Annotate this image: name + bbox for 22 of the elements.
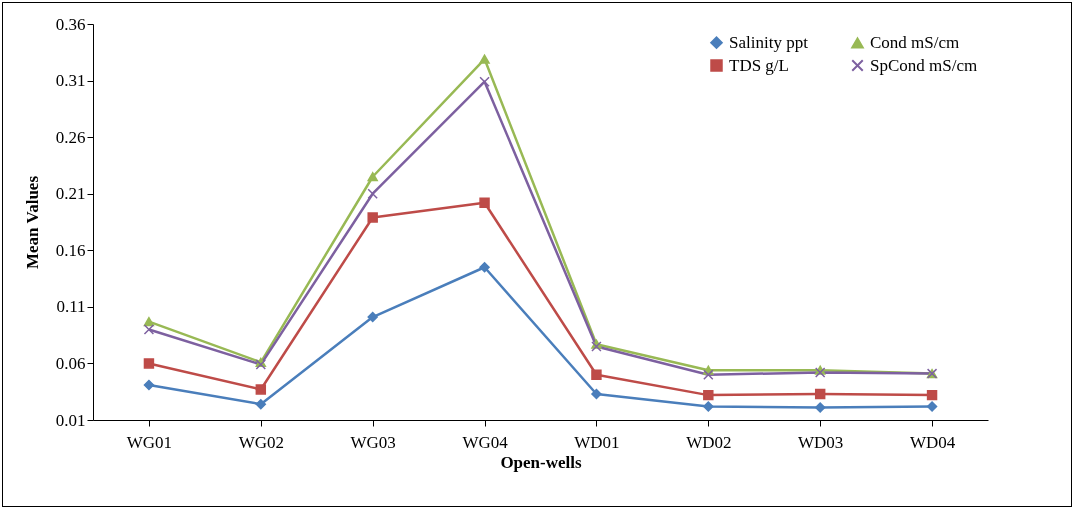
- y-axis-title: Mean Values: [22, 175, 42, 270]
- x-tick-label: WG04: [462, 432, 509, 452]
- legend-label: SpCond mS/cm: [870, 55, 978, 75]
- y-tick-label: 0.06: [55, 353, 86, 373]
- x-tick-label: WD04: [909, 432, 956, 452]
- x-tick-label: WD03: [798, 432, 844, 452]
- legend-label: Cond mS/cm: [870, 32, 960, 52]
- y-tick-label: 0.36: [55, 14, 86, 34]
- legend-label: Salinity ppt: [729, 32, 809, 52]
- legend-label: TDS g/L: [729, 55, 789, 75]
- y-tick-label: 0.21: [55, 184, 86, 204]
- y-tick-label: 0.01: [55, 410, 86, 430]
- x-tick-label: WG02: [238, 432, 284, 452]
- y-tick-label: 0.31: [55, 71, 86, 91]
- x-tick-label: WG01: [126, 432, 173, 452]
- x-axis-title: Open-wells: [500, 452, 582, 472]
- y-tick-label: 0.11: [56, 297, 86, 317]
- x-tick-label: WG03: [350, 432, 396, 452]
- x-tick-label: WD02: [686, 432, 732, 452]
- y-tick-label: 0.16: [55, 240, 86, 260]
- x-tick-label: WD01: [574, 432, 620, 452]
- y-tick-label: 0.26: [55, 127, 86, 147]
